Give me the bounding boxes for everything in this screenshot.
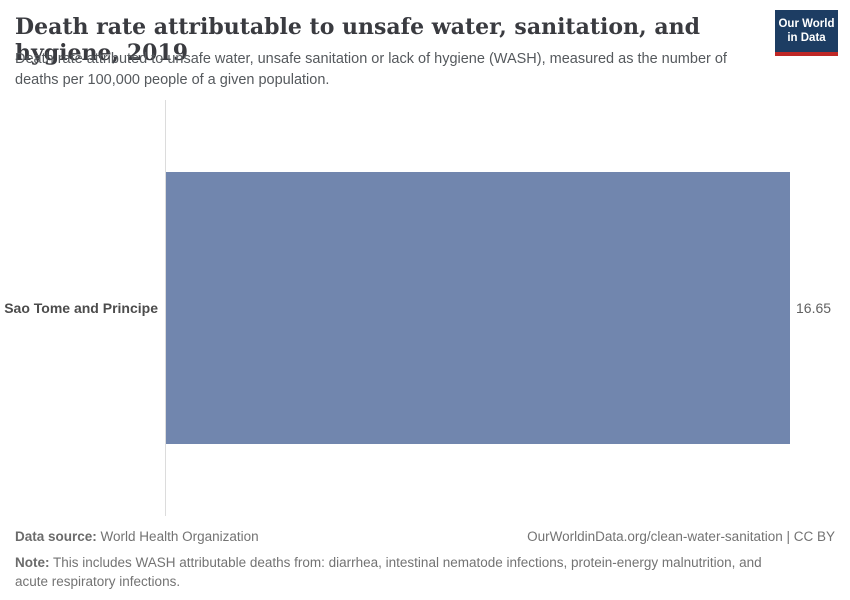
y-axis-line	[165, 100, 166, 516]
owid-logo-line1: Our World	[778, 18, 835, 30]
bar-value-label: 16.65	[796, 300, 832, 316]
note-line: Note: This includes WASH attributable de…	[15, 553, 777, 592]
owid-logo-line2: in Data	[787, 32, 826, 45]
page-title: Death rate attributable to unsafe water,…	[15, 14, 700, 66]
bar-category-label: Sao Tome and Principe	[4, 300, 158, 316]
chart-subtitle: Death rate attributed to unsafe water, u…	[15, 51, 727, 88]
data-source-line: Data source: World Health Organization	[15, 527, 259, 547]
data-source-value: World Health Organization	[100, 529, 259, 544]
note-label: Note:	[15, 554, 50, 570]
chart-footer: Data source: World Health Organization O…	[15, 527, 835, 592]
owid-logo: Our World in Data	[775, 10, 838, 56]
data-source-label: Data source:	[15, 529, 97, 544]
attribution-link[interactable]: OurWorldinData.org/clean-water-sanitatio…	[527, 529, 835, 544]
note-value: This includes WASH attributable deaths f…	[15, 554, 762, 590]
bar[interactable]	[166, 172, 790, 444]
